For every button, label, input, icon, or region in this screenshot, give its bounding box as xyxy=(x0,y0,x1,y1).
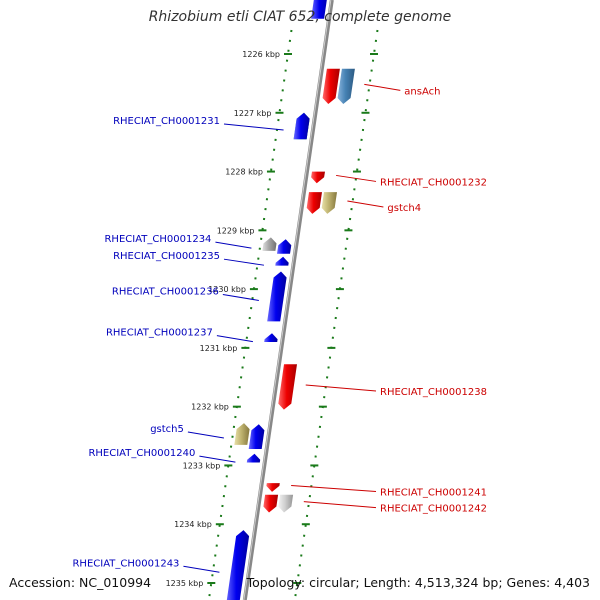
label-leader xyxy=(216,335,253,343)
label-leader xyxy=(305,384,377,392)
gene-arrow[interactable] xyxy=(246,453,261,463)
gene-label[interactable]: RHECIAT_CH0001237 xyxy=(106,328,213,339)
topology-text: Topology: circular; Length: 4,513,324 bp… xyxy=(246,575,590,590)
tick-label: 1227 kbp xyxy=(234,109,272,118)
gene-label[interactable]: RHECIAT_CH0001238 xyxy=(380,387,487,398)
gene-arrow[interactable] xyxy=(311,0,329,19)
gene-arrow[interactable] xyxy=(267,271,287,322)
gene-arrow[interactable] xyxy=(337,68,355,104)
gene-arrow[interactable] xyxy=(293,112,310,140)
label-leader xyxy=(223,258,265,266)
label-leader xyxy=(215,241,252,249)
gene-label[interactable]: ansAch xyxy=(404,86,440,97)
tick-label: 1228 kbp xyxy=(225,168,263,177)
gene-label[interactable]: RHECIAT_CH0001243 xyxy=(72,558,179,569)
genome-backbone xyxy=(242,0,334,600)
tick-label: 1235 kbp xyxy=(166,579,204,588)
label-leader xyxy=(187,431,224,439)
genome-title: Rhizobium etli CIAT 652, complete genome xyxy=(148,9,452,25)
gene-arrow[interactable] xyxy=(278,494,294,513)
gene-label[interactable]: RHECIAT_CH0001236 xyxy=(112,286,219,297)
gene-arrow[interactable] xyxy=(263,494,279,513)
gene-arrow[interactable] xyxy=(306,192,322,214)
label-leader xyxy=(183,565,220,573)
gene-arrow[interactable] xyxy=(262,237,277,251)
gene-arrow[interactable] xyxy=(248,424,265,449)
gene-arrow[interactable] xyxy=(321,192,337,214)
label-leader xyxy=(364,83,401,91)
label-leader xyxy=(336,174,377,182)
gene-arrow[interactable] xyxy=(322,68,340,104)
gene-arrow[interactable] xyxy=(278,364,297,410)
gene-label[interactable]: RHECIAT_CH0001241 xyxy=(380,487,487,498)
tick-label: 1233 kbp xyxy=(183,461,221,470)
gene-arrow[interactable] xyxy=(226,530,250,600)
label-leader xyxy=(222,293,259,301)
accession-text: Accession: NC_010994 xyxy=(9,575,152,590)
gene-arrow[interactable] xyxy=(275,256,289,266)
gene-label[interactable]: RHECIAT_CH0001242 xyxy=(380,504,487,515)
tick-label: 1226 kbp xyxy=(242,50,280,59)
label-leader xyxy=(303,501,377,509)
gene-arrow[interactable] xyxy=(264,333,278,342)
label-leader xyxy=(347,200,384,208)
gene-arrow[interactable] xyxy=(277,239,292,254)
gene-label[interactable]: RHECIAT_CH0001231 xyxy=(113,116,220,127)
right-tick-track xyxy=(293,29,379,600)
label-leader xyxy=(223,123,284,131)
gene-label[interactable]: RHECIAT_CH0001240 xyxy=(88,448,195,459)
gene-label[interactable]: RHECIAT_CH0001232 xyxy=(380,177,487,188)
label-leader xyxy=(291,484,377,492)
gene-label[interactable]: gstch4 xyxy=(387,203,421,214)
label-leader xyxy=(199,455,236,463)
gene-label[interactable]: gstch5 xyxy=(150,424,184,435)
gene-arrow[interactable] xyxy=(266,483,280,492)
gene-arrow[interactable] xyxy=(234,423,250,445)
tick-label: 1232 kbp xyxy=(191,403,229,412)
tick-label: 1229 kbp xyxy=(217,226,255,235)
gene-label[interactable]: RHECIAT_CH0001235 xyxy=(113,251,220,262)
gene-label[interactable]: RHECIAT_CH0001234 xyxy=(104,234,211,245)
tick-label: 1231 kbp xyxy=(200,344,238,353)
tick-label: 1234 kbp xyxy=(174,520,212,529)
tick-label: 1230 kbp xyxy=(208,285,246,294)
gene-arrow[interactable] xyxy=(311,171,325,184)
